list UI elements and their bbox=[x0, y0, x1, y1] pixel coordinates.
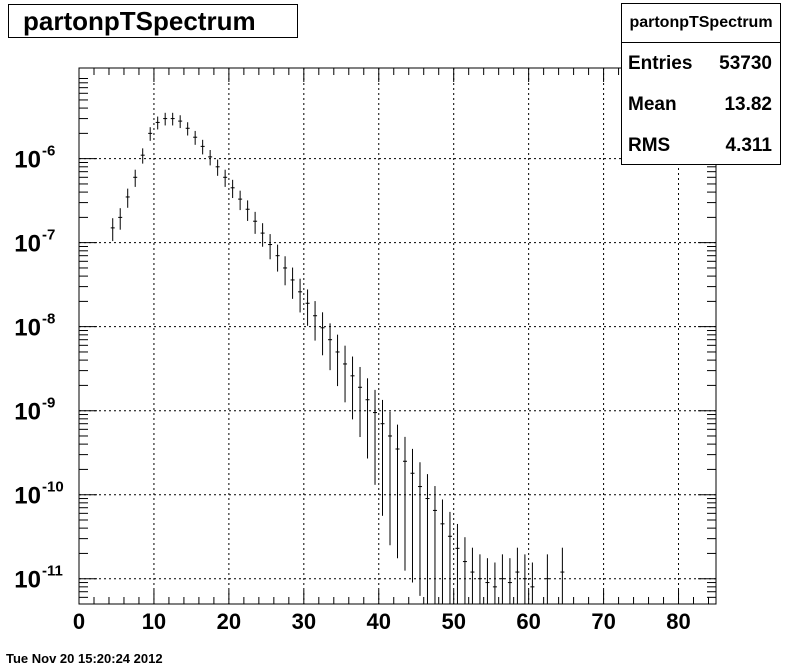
stats-row-entries: Entries 53730 bbox=[622, 43, 780, 84]
data-points bbox=[110, 112, 565, 604]
y-tick-exponent: -10 bbox=[42, 479, 64, 496]
stats-row-mean: Mean 13.82 bbox=[622, 84, 780, 125]
x-tick-label: 10 bbox=[142, 609, 166, 634]
x-tick-label: 80 bbox=[666, 609, 690, 634]
x-tick-label: 0 bbox=[73, 609, 85, 634]
x-tick-label: 70 bbox=[591, 609, 615, 634]
x-tick-label: 30 bbox=[292, 609, 316, 634]
y-tick-label: 10 bbox=[14, 147, 41, 174]
y-tick-label: 10 bbox=[14, 399, 41, 426]
stats-value: 53730 bbox=[719, 53, 772, 74]
y-tick-label: 10 bbox=[14, 483, 41, 510]
y-tick-exponent: -6 bbox=[42, 143, 55, 160]
stats-value: 13.82 bbox=[724, 94, 772, 115]
stats-label: Entries bbox=[628, 53, 693, 74]
x-tick-label: 40 bbox=[367, 609, 391, 634]
histogram-title: partonpTSpectrum bbox=[8, 4, 298, 38]
stats-label: RMS bbox=[628, 135, 671, 156]
y-tick-label: 10 bbox=[14, 315, 41, 342]
y-tick-exponent: -9 bbox=[42, 395, 55, 412]
stats-value: 4.311 bbox=[725, 135, 773, 156]
x-tick-labels: 0 10 20 30 40 50 60 70 80 bbox=[73, 609, 691, 634]
y-tick-label: 10 bbox=[14, 567, 41, 594]
statistics-box: partonpTSpectrum Entries 53730 Mean 13.8… bbox=[621, 3, 781, 165]
grid-lines bbox=[79, 68, 716, 604]
stats-histogram-name: partonpTSpectrum bbox=[622, 4, 780, 43]
plot-frame bbox=[78, 67, 717, 605]
x-tick-label: 20 bbox=[217, 609, 241, 634]
axis-ticks bbox=[78, 68, 716, 605]
y-tick-exponent: -8 bbox=[42, 311, 55, 328]
timestamp-footer: Tue Nov 20 15:20:24 2012 bbox=[6, 651, 163, 666]
stats-label: Mean bbox=[628, 94, 677, 115]
y-tick-exponent: -11 bbox=[42, 563, 63, 580]
stats-row-rms: RMS 4.311 bbox=[622, 125, 780, 166]
x-tick-label: 60 bbox=[516, 609, 540, 634]
y-tick-exponent: -7 bbox=[42, 227, 55, 244]
x-tick-label: 50 bbox=[441, 609, 465, 634]
y-tick-label: 10 bbox=[14, 231, 41, 258]
